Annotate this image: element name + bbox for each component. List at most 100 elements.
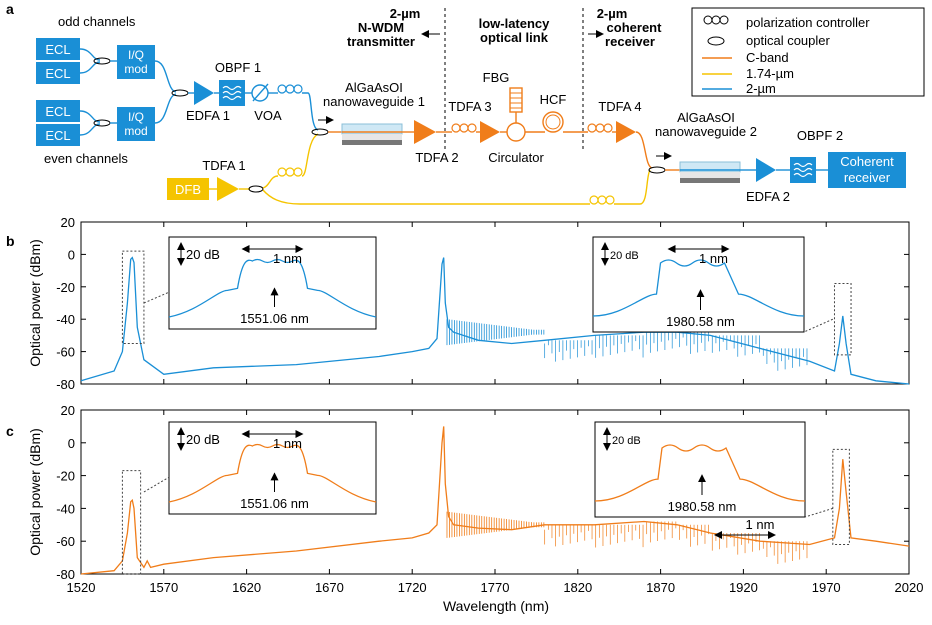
inset-span-label: 1 nm bbox=[746, 517, 775, 532]
y-tick-label: 20 bbox=[61, 215, 75, 230]
hcf-label: HCF bbox=[540, 92, 567, 107]
y-tick-label: -80 bbox=[56, 567, 75, 582]
pc-icon-2 bbox=[277, 167, 303, 177]
tdfa4-label: TDFA 4 bbox=[598, 99, 641, 114]
peak-zoom-box bbox=[121, 470, 142, 575]
transmitter-title-1: 2-µm bbox=[390, 6, 421, 21]
combiner-coupler-icon bbox=[171, 89, 189, 97]
legend-coupler-icon bbox=[707, 36, 725, 46]
receiver-title-2: coherent bbox=[607, 20, 663, 35]
y-tick-label: -20 bbox=[56, 469, 75, 484]
dfb-block bbox=[167, 178, 209, 200]
wg2-label-2: nanowaveguide 2 bbox=[655, 124, 757, 139]
fbg-label: FBG bbox=[483, 70, 510, 85]
voa-arrow-icon bbox=[252, 83, 269, 102]
tdfa4-amplifier-icon bbox=[616, 121, 636, 143]
spectrum-plot-b: 20 0 -20 -40 -60 -80 Optical power (dBm) 20 dB 1… bbox=[27, 215, 910, 392]
inset-spectrum-line bbox=[168, 443, 377, 503]
fiber-to-wg1 bbox=[302, 92, 319, 131]
coherent-receiver-line2: receiver bbox=[844, 170, 891, 185]
inset-frame bbox=[168, 236, 377, 330]
spectrum-line bbox=[80, 426, 910, 575]
pc-icon-5 bbox=[587, 123, 613, 133]
pump-branch-up bbox=[262, 175, 279, 189]
x-tick-label: 1820 bbox=[563, 580, 592, 595]
peak-zoom-box bbox=[833, 283, 852, 356]
link-title-2: optical link bbox=[480, 30, 549, 45]
legend-2um-label: 2-µm bbox=[746, 81, 776, 96]
fbg-grating-icon bbox=[509, 87, 523, 113]
peak-zoom-box bbox=[121, 250, 145, 344]
wg2-coupler-icon bbox=[648, 166, 666, 174]
circulator-label: Circulator bbox=[488, 150, 544, 165]
dfb-label: DFB bbox=[175, 182, 201, 197]
pc-icon-1 bbox=[277, 84, 303, 94]
inset-scale-label: 20 dB bbox=[186, 432, 220, 447]
inset-scale-label: 20 dB bbox=[612, 435, 641, 447]
inset-center-label: 1980.58 nm bbox=[668, 499, 737, 514]
inset-scale-label: 20 dB bbox=[186, 247, 220, 262]
inset-span-label: 1 nm bbox=[273, 251, 302, 266]
hcf-spool-inner-icon bbox=[545, 114, 561, 130]
iq-mod-odd-line1: I/Q bbox=[128, 48, 144, 62]
iq-mod-even bbox=[117, 107, 155, 141]
legend-pc-label: polarization controller bbox=[746, 15, 870, 30]
y-axis-label: Optical power (dBm) bbox=[27, 239, 43, 367]
wg2-label-1: AlGaAsOI bbox=[677, 110, 735, 125]
y-tick-label: -80 bbox=[56, 377, 75, 392]
even-channels-label: even channels bbox=[44, 151, 128, 166]
panel-label-c: c bbox=[6, 423, 14, 439]
iq-mod-odd bbox=[117, 45, 155, 79]
iq-mod-odd-line2: mod bbox=[124, 62, 147, 76]
peak-zoom-box bbox=[832, 448, 850, 545]
ecl-block-4 bbox=[36, 124, 80, 146]
wg1-chip-icon bbox=[341, 123, 403, 145]
ecl-block-3 bbox=[36, 100, 80, 122]
transmitter-title-3: transmitter bbox=[347, 34, 415, 49]
inset-center-label: 1551.06 nm bbox=[240, 311, 309, 326]
receiver-title-3: receiver bbox=[605, 34, 655, 49]
link-title-1: low-latency bbox=[479, 16, 551, 31]
inset-center-label: 1980.58 nm bbox=[666, 314, 735, 329]
even-coupler-fibers bbox=[79, 110, 101, 136]
pc-icon-3 bbox=[589, 195, 615, 205]
ecl-block-2 bbox=[36, 62, 80, 84]
tdfa2-label: TDFA 2 bbox=[415, 150, 458, 165]
setup-diagram: a 2-µm N-WDM transmitter low-latency opt… bbox=[6, 1, 925, 205]
legend-box bbox=[691, 7, 925, 97]
ecl-label-4: ECL bbox=[45, 128, 70, 143]
edfa2-amplifier-icon bbox=[756, 158, 776, 182]
inset-center-label: 1551.06 nm bbox=[240, 496, 309, 511]
fbg-grating-lines bbox=[510, 92, 522, 109]
iq-mod-even-line2: mod bbox=[124, 124, 147, 138]
wg1-coupler-icon bbox=[311, 128, 329, 136]
odd-coupler-fibers bbox=[79, 48, 101, 74]
inset-spectrum-line bbox=[592, 259, 805, 317]
edfa2-label: EDFA 2 bbox=[746, 189, 790, 204]
receiver-title-1: 2-µm bbox=[597, 6, 628, 21]
y-axis-label: Optical power (dBm) bbox=[27, 428, 43, 556]
tdfa1-label: TDFA 1 bbox=[202, 158, 245, 173]
y-tick-label: -40 bbox=[56, 312, 75, 327]
inset-span-label: 1 nm bbox=[699, 251, 728, 266]
inset-frame bbox=[594, 421, 806, 518]
coherent-receiver-line1: Coherent bbox=[840, 154, 894, 169]
odd-channels-label: odd channels bbox=[58, 14, 136, 29]
x-axis-label: Wavelength (nm) bbox=[443, 598, 549, 614]
legend: polarization controller optical coupler … bbox=[691, 7, 925, 97]
pump-branch-down bbox=[262, 189, 590, 205]
wg1-label-1: AlGaAsOI bbox=[345, 80, 403, 95]
panel-label-a: a bbox=[6, 1, 14, 17]
obpf1-filter-icon bbox=[219, 80, 245, 106]
obpf2-wave-icon bbox=[793, 162, 813, 178]
pc-icon-4 bbox=[451, 123, 477, 133]
inset-connector bbox=[143, 291, 170, 304]
y-tick-label: -40 bbox=[56, 501, 75, 516]
inset-spectrum-line bbox=[594, 444, 806, 502]
edfa1-label: EDFA 1 bbox=[186, 108, 230, 123]
x-tick-label: 1970 bbox=[812, 580, 841, 595]
inset-spectrum-line bbox=[168, 258, 377, 318]
